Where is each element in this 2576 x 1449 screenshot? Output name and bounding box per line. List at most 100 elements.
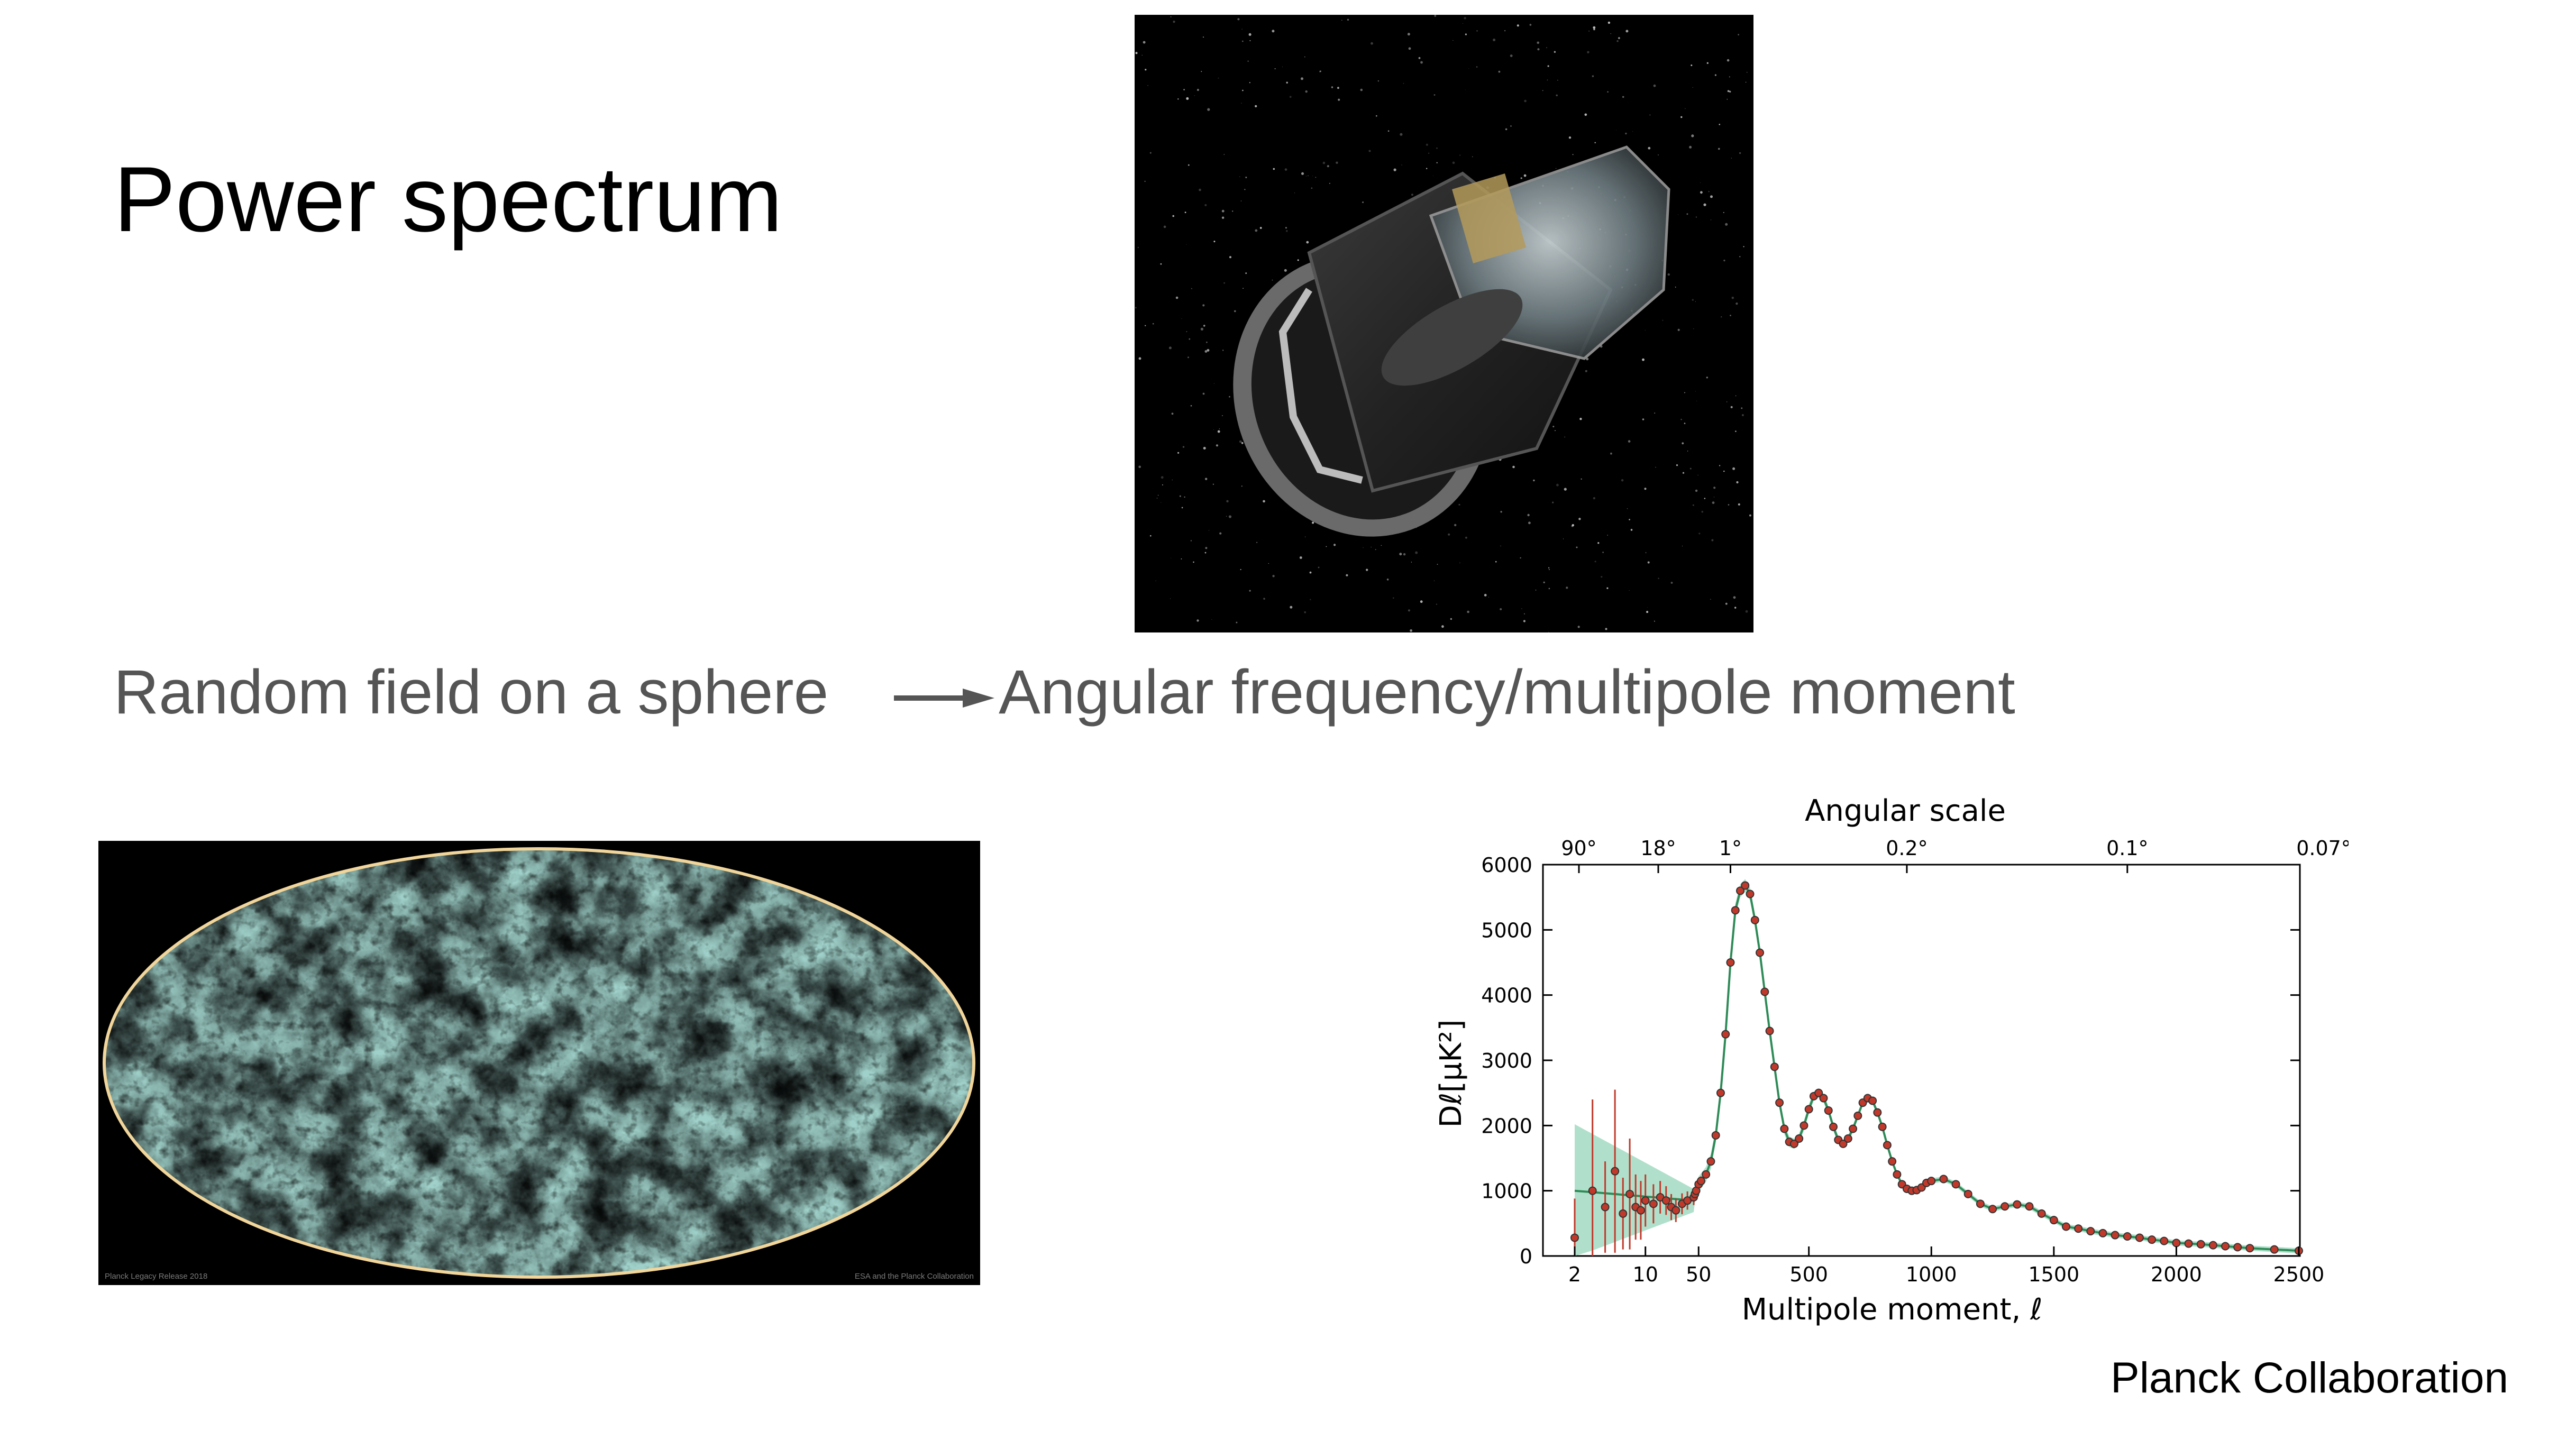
star-dot bbox=[1284, 269, 1287, 272]
star-dot bbox=[1692, 299, 1694, 301]
star-dot bbox=[1689, 467, 1692, 470]
star-dot bbox=[1177, 452, 1180, 454]
star-dot bbox=[1670, 582, 1673, 584]
star-dot bbox=[1204, 350, 1208, 353]
data-point bbox=[1799, 1121, 1808, 1130]
star-dot bbox=[1629, 590, 1630, 591]
star-dot bbox=[1680, 419, 1682, 420]
star-dot bbox=[1579, 418, 1582, 420]
star-dot bbox=[1732, 467, 1735, 470]
star-dot bbox=[1196, 619, 1199, 622]
star-dot bbox=[1189, 338, 1191, 340]
star-dot bbox=[1204, 204, 1207, 206]
star-dot bbox=[1241, 29, 1243, 30]
data-point bbox=[2000, 1202, 2009, 1211]
data-point bbox=[1988, 1205, 1997, 1214]
star-dot bbox=[1653, 84, 1656, 87]
star-dot bbox=[1645, 329, 1646, 331]
star-dot bbox=[1436, 603, 1437, 605]
star-dot bbox=[1263, 598, 1265, 600]
star-dot bbox=[1187, 356, 1189, 359]
star-dot bbox=[1268, 563, 1269, 564]
star-dot bbox=[1172, 479, 1173, 481]
star-dot bbox=[1152, 323, 1154, 325]
star-dot bbox=[1564, 488, 1567, 491]
data-point bbox=[1711, 1131, 1720, 1140]
star-dot bbox=[1743, 246, 1744, 247]
star-dot bbox=[1731, 297, 1734, 299]
y-axis-label: Dℓ[μK²] bbox=[1434, 1020, 1468, 1128]
star-dot bbox=[1311, 187, 1313, 189]
star-dot bbox=[1403, 83, 1404, 84]
star-dot bbox=[1407, 33, 1410, 36]
data-point bbox=[2148, 1235, 2157, 1244]
star-dot bbox=[1415, 551, 1418, 554]
star-dot bbox=[1201, 71, 1202, 72]
star-dot bbox=[1566, 586, 1568, 589]
star-dot bbox=[1495, 561, 1497, 563]
star-dot bbox=[1468, 68, 1469, 69]
star-dot bbox=[1686, 213, 1688, 215]
star-dot bbox=[1138, 465, 1141, 469]
data-point bbox=[1750, 915, 1759, 924]
star-dot bbox=[1346, 574, 1348, 576]
star-dot bbox=[1173, 21, 1175, 23]
star-dot bbox=[1386, 579, 1389, 581]
star-dot bbox=[1272, 30, 1275, 33]
y-tick-label: 0 bbox=[1520, 1245, 1532, 1268]
star-dot bbox=[1320, 70, 1321, 72]
star-dot bbox=[1524, 613, 1525, 615]
star-dot bbox=[1310, 599, 1311, 601]
star-dot bbox=[1304, 611, 1307, 613]
right-arrow-icon bbox=[894, 689, 994, 708]
data-point bbox=[2233, 1243, 2242, 1252]
star-dot bbox=[1297, 259, 1299, 261]
y-tick-label: 2000 bbox=[1481, 1114, 1532, 1138]
star-dot bbox=[1592, 75, 1594, 77]
star-dot bbox=[1410, 629, 1412, 632]
star-dot bbox=[1713, 487, 1716, 489]
star-dot bbox=[1741, 407, 1743, 409]
star-dot bbox=[1186, 97, 1189, 100]
star-dot bbox=[1701, 510, 1704, 513]
star-dot bbox=[1294, 192, 1295, 194]
star-dot bbox=[1730, 315, 1731, 316]
x-top-tick-label: 90° bbox=[1561, 837, 1596, 860]
star-dot bbox=[1684, 392, 1685, 393]
star-dot bbox=[1326, 546, 1327, 547]
star-dot bbox=[1202, 392, 1205, 395]
star-dot bbox=[1704, 498, 1706, 499]
star-dot bbox=[1205, 478, 1208, 480]
star-dot bbox=[1645, 552, 1647, 553]
data-point bbox=[2221, 1242, 2230, 1251]
slide-title: Power spectrum bbox=[114, 148, 783, 251]
data-point bbox=[1736, 886, 1744, 895]
star-dot bbox=[1616, 40, 1619, 42]
star-dot bbox=[1703, 203, 1706, 206]
star-dot bbox=[1675, 287, 1676, 288]
star-dot bbox=[1500, 545, 1502, 547]
star-dot bbox=[1593, 497, 1595, 500]
x-tick-label: 10 bbox=[1633, 1263, 1658, 1286]
star-dot bbox=[1577, 626, 1580, 628]
star-dot bbox=[1644, 488, 1647, 490]
star-dot bbox=[1285, 227, 1287, 229]
star-dot bbox=[1524, 99, 1527, 103]
star-dot bbox=[1528, 521, 1531, 525]
x-tick-label: 1000 bbox=[1906, 1263, 1957, 1286]
star-dot bbox=[1554, 51, 1556, 53]
star-dot bbox=[1403, 553, 1406, 556]
star-dot bbox=[1695, 301, 1696, 302]
x-tick-label: 50 bbox=[1686, 1263, 1711, 1286]
star-dot bbox=[1315, 177, 1317, 178]
star-dot bbox=[1662, 319, 1664, 321]
star-dot bbox=[1607, 21, 1611, 24]
star-dot bbox=[1362, 201, 1364, 203]
data-point bbox=[2037, 1209, 2046, 1218]
star-dot bbox=[1203, 447, 1206, 450]
star-dot bbox=[1138, 357, 1141, 360]
star-dot bbox=[1272, 575, 1275, 577]
star-dot bbox=[1143, 41, 1146, 44]
star-dot bbox=[1226, 516, 1227, 517]
star-dot bbox=[1289, 96, 1292, 98]
